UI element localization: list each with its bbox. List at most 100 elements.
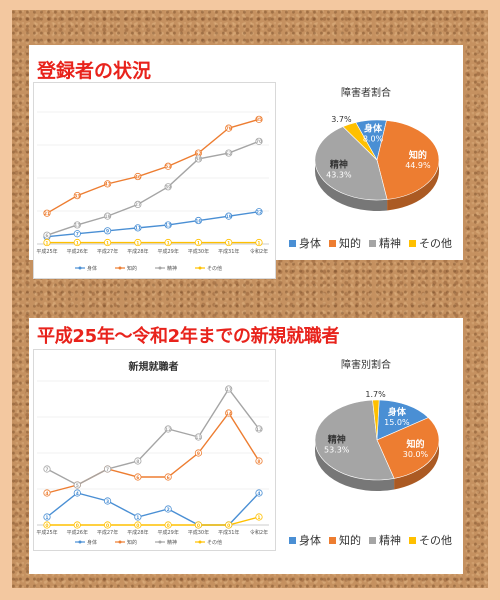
data-point [255, 425, 263, 433]
employment-line-chart-box [33, 349, 276, 551]
employment-line-chart-title: 新規就職者 [128, 362, 179, 373]
data-point [194, 216, 203, 225]
series-line [46, 387, 260, 486]
data-point [134, 521, 142, 529]
data-point [194, 433, 203, 441]
legend-label: 精神 [379, 237, 401, 250]
pie-slice [342, 122, 378, 161]
data-label: 8 [136, 459, 139, 465]
data-point [255, 513, 263, 521]
series-line [46, 118, 260, 214]
new-employment-heading: 平成25年〜令和2年までの新規就職者 [37, 326, 340, 347]
data-point [225, 124, 233, 132]
data-label: 0 [136, 523, 139, 529]
legend-label: その他 [207, 265, 222, 272]
data-label: 0 [45, 523, 48, 529]
legend-marker [78, 266, 82, 270]
x-tick-label: 平成29年 [157, 529, 178, 536]
data-point [225, 409, 233, 417]
data-label: 21 [44, 211, 50, 217]
data-point [73, 230, 81, 238]
data-point [134, 457, 142, 465]
data-label: 7 [45, 467, 48, 473]
data-label: 9 [197, 451, 200, 457]
legend-label: 知的 [127, 539, 137, 546]
pie-category-label: 精神 [328, 434, 346, 446]
data-label: 16 [195, 218, 201, 224]
data-point [164, 505, 172, 513]
pie-value-label: 44.9% [405, 161, 431, 170]
data-point [134, 238, 142, 247]
data-point [103, 227, 112, 235]
data-label: 41 [104, 182, 110, 188]
pie-slice [314, 399, 395, 481]
legend-label: 精神 [167, 539, 177, 546]
data-point [255, 115, 263, 123]
employment-line-chart: 平成25年 平成26年 平成27年 平成28年 平成29年 平成30年 平成31年 令和2年 1… [36, 380, 269, 546]
data-label: 1 [45, 240, 48, 246]
pie-slice [376, 417, 440, 479]
data-label: 9 [106, 229, 109, 235]
pie-category-label: 知的 [408, 149, 427, 161]
legend-item: 知的 [329, 532, 361, 548]
data-point [255, 208, 263, 216]
data-label: 70 [256, 139, 262, 145]
x-tick-label: 平成30年 [188, 248, 209, 255]
data-point [103, 465, 112, 473]
registrant-pie-legend: 身体 知的 精神 その他 [289, 235, 452, 251]
pie-value-label: 53.3% [324, 446, 350, 455]
data-point [43, 521, 51, 529]
legend-item: 身体 [289, 532, 321, 548]
legend-label: 精神 [379, 534, 401, 547]
data-point [103, 521, 112, 529]
data-label: 0 [106, 523, 109, 529]
data-point [73, 521, 81, 529]
legend-label: その他 [419, 534, 452, 547]
data-label: 11 [135, 226, 141, 232]
legend-item: 精神 [369, 235, 401, 251]
x-tick-label: 平成26年 [67, 529, 88, 536]
x-tick-label: 平成27年 [97, 529, 118, 536]
pie-slice-label-group: 1.7% [365, 390, 386, 399]
data-point [134, 200, 142, 209]
data-point [73, 192, 81, 200]
legend-swatch-icon [369, 239, 376, 247]
employment-pie-title: 障害別割合 [341, 360, 391, 371]
x-tick-label: 平成30年 [188, 529, 209, 536]
data-point [164, 221, 172, 229]
data-point [164, 238, 172, 247]
legend-label: その他 [419, 237, 452, 250]
data-label: 11 [195, 435, 201, 441]
x-tick-label: 平成29年 [157, 248, 178, 255]
data-label: 0 [197, 523, 200, 529]
legend-swatch-icon [289, 536, 296, 544]
data-label: 8 [257, 459, 260, 465]
x-tick-label: 平成31年 [218, 529, 239, 536]
data-label: 46 [135, 174, 141, 180]
data-point [43, 209, 51, 217]
pie-slice-side [315, 440, 395, 491]
data-point [103, 180, 112, 188]
data-point [134, 224, 142, 232]
pie-value-label: 15.0% [384, 418, 410, 427]
data-point [164, 183, 172, 191]
legend-marker [158, 266, 162, 270]
pie-category-label: 精神 [330, 159, 348, 171]
data-label: 27 [135, 202, 141, 208]
data-point [103, 212, 112, 220]
pie-value-label: 43.3% [326, 171, 352, 180]
data-point [73, 238, 81, 247]
data-point [43, 238, 51, 247]
data-label: 1 [227, 240, 230, 246]
data-label: 1 [45, 515, 48, 521]
legend-marker [198, 540, 202, 544]
data-label: 1 [197, 240, 200, 246]
legend-swatch-icon [289, 239, 296, 247]
data-label: 13 [165, 223, 171, 229]
data-point [194, 521, 203, 529]
pie-category-label: 身体 [388, 406, 407, 418]
